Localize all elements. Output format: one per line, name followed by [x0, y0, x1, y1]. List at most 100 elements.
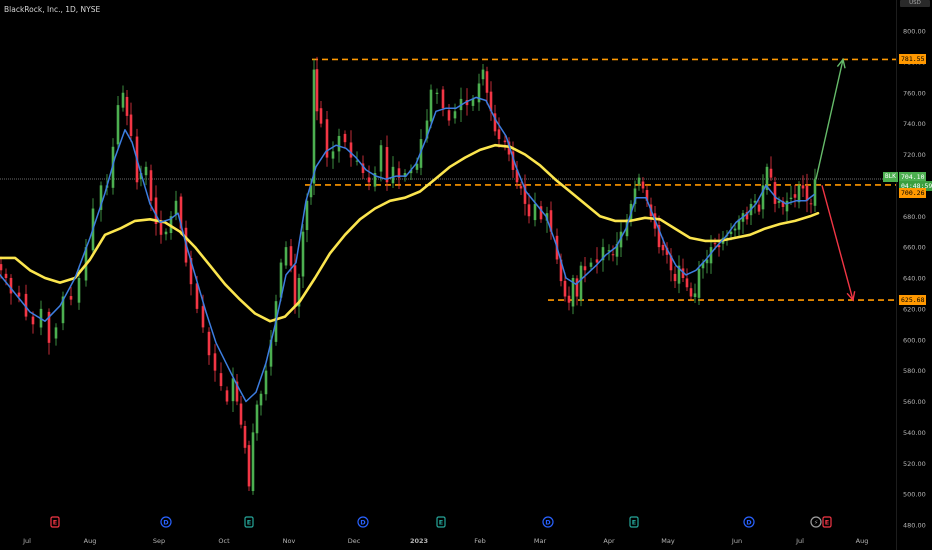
- event-badge-label: E: [439, 519, 443, 527]
- candle-body: [61, 296, 65, 324]
- candle-body: [116, 105, 120, 145]
- candle-body: [773, 182, 777, 204]
- candle-body: [515, 169, 519, 183]
- candle-body: [485, 71, 489, 93]
- candle-body: [231, 378, 235, 402]
- candle-body: [729, 231, 733, 235]
- price-tick-label: 580.00: [903, 367, 926, 375]
- event-badge-label: D: [360, 519, 366, 527]
- earnings-event-icon[interactable]: E: [822, 516, 832, 528]
- candle-body: [701, 262, 705, 269]
- candle-body: [733, 228, 737, 231]
- candle-body: [801, 185, 805, 189]
- symbol-title: BlackRock, Inc., 1D, NYSE: [4, 5, 101, 14]
- candle-body: [761, 185, 765, 210]
- arrow-head-icon: [846, 291, 856, 302]
- candle-body: [219, 373, 223, 387]
- candle-body: [549, 210, 553, 232]
- candle-body: [539, 206, 543, 220]
- candle-body: [575, 278, 579, 297]
- earnings-event-icon[interactable]: E: [436, 516, 446, 528]
- candle-body: [189, 258, 193, 285]
- earnings-event-icon[interactable]: E: [629, 516, 639, 528]
- earnings-badge: [436, 516, 446, 528]
- time-axis-label: Feb: [474, 537, 486, 545]
- time-axis-label: May: [661, 537, 675, 545]
- event-badge: [542, 516, 554, 528]
- candle-body: [689, 288, 693, 297]
- candle-body: [4, 273, 8, 278]
- dividend-event-icon[interactable]: D: [357, 516, 369, 528]
- candle-body: [589, 262, 593, 267]
- candle-body: [611, 254, 615, 256]
- earnings-badge: [629, 516, 639, 528]
- candle-body: [213, 353, 217, 371]
- dividend-event-icon[interactable]: D: [542, 516, 554, 528]
- candle-body: [805, 185, 809, 201]
- time-axis-label: Sep: [153, 537, 165, 545]
- candle-body: [312, 69, 316, 184]
- candle-body: [24, 293, 28, 317]
- candle-body: [507, 141, 511, 155]
- candle-body: [471, 98, 475, 106]
- candle-body: [685, 278, 689, 288]
- resistance-price-tag: 781.55: [899, 54, 927, 65]
- bar-countdown-tag: 04:48:59: [899, 181, 932, 192]
- candle-body: [785, 200, 789, 212]
- earnings-badge: [822, 516, 832, 528]
- candle-body: [669, 255, 673, 271]
- event-badge-label: E: [825, 519, 829, 527]
- earnings-badge: [244, 516, 254, 528]
- candle-body: [567, 295, 571, 303]
- candle-body: [481, 69, 485, 80]
- candle-body: [373, 173, 377, 187]
- candle-body: [251, 432, 255, 492]
- candle-body: [563, 280, 567, 297]
- split-event-icon[interactable]: ⚡: [810, 516, 822, 528]
- event-badge: [743, 516, 755, 528]
- price-tick-label: 480.00: [903, 522, 926, 530]
- candle-body: [297, 278, 301, 307]
- current-symbol-tag: BLK: [883, 172, 898, 183]
- currency-chip[interactable]: USD: [900, 0, 930, 7]
- dividend-event-icon[interactable]: D: [743, 516, 755, 528]
- candle-body: [453, 111, 457, 119]
- candle-body: [207, 331, 211, 356]
- candle-body: [264, 370, 268, 395]
- event-badge-label: E: [247, 519, 251, 527]
- candle-body: [511, 151, 515, 170]
- candle-body: [243, 425, 247, 448]
- candle-body: [379, 145, 383, 172]
- candle-body: [503, 140, 507, 143]
- event-badge: [357, 516, 369, 528]
- candle-body: [179, 196, 183, 229]
- candle-body: [579, 265, 583, 301]
- candle-body: [777, 200, 781, 203]
- time-axis-label: Aug: [856, 537, 869, 545]
- candle-body: [139, 173, 143, 180]
- event-badge: [160, 516, 172, 528]
- event-badge-label: D: [746, 519, 752, 527]
- candle-body: [54, 327, 58, 339]
- price-tick-label: 560.00: [903, 398, 926, 406]
- candle-body: [385, 147, 389, 183]
- price-tick-label: 640.00: [903, 275, 926, 283]
- earnings-badge: [50, 516, 60, 528]
- candle-body: [367, 177, 371, 183]
- earnings-event-icon[interactable]: E: [50, 516, 60, 528]
- candle-body: [493, 113, 497, 132]
- candle-body: [645, 190, 649, 201]
- candle-body: [523, 184, 527, 204]
- price-tick-label: 600.00: [903, 336, 926, 344]
- candle-body: [279, 262, 283, 298]
- price-tick-label: 740.00: [903, 120, 926, 128]
- candle-body: [9, 277, 13, 294]
- candle-body: [533, 203, 537, 221]
- earnings-event-icon[interactable]: E: [244, 516, 254, 528]
- candle-body: [435, 92, 439, 94]
- dividend-event-icon[interactable]: D: [160, 516, 172, 528]
- candle-body: [289, 246, 293, 266]
- candle-body: [583, 266, 587, 271]
